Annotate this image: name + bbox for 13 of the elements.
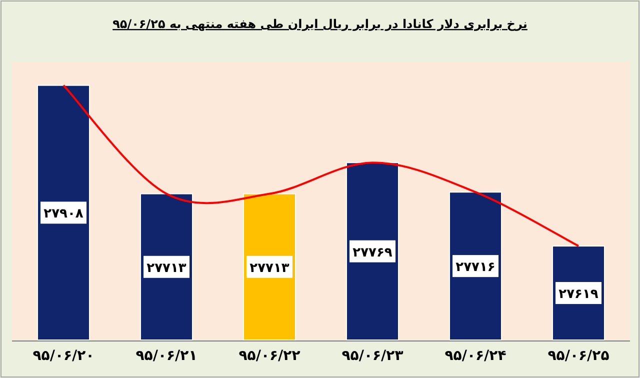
data-label: ۲۷۶۱۹	[558, 287, 598, 302]
data-label: ۲۷۷۱۶	[456, 260, 496, 276]
x-tick: ۹۵/۰۶/۲۵	[548, 348, 610, 364]
x-tick: ۹۵/۰۶/۲۰	[32, 348, 94, 364]
x-tick: ۹۵/۰۶/۲۱	[136, 348, 198, 364]
data-label: ۲۷۹۰۸	[44, 206, 84, 222]
x-tick: ۹۵/۰۶/۲۲	[238, 348, 300, 364]
data-label: ۲۷۷۱۳	[146, 260, 186, 276]
x-tick: ۹۵/۰۶/۲۳	[342, 348, 404, 364]
x-tick: ۹۵/۰۶/۲۴	[444, 348, 506, 364]
data-label: ۲۷۷۱۳	[250, 260, 290, 276]
data-label: ۲۷۷۶۹	[352, 245, 392, 260]
title: نرخ برابری دلار کانادا در برابر ریال ایران طی هفته منتهی به ۹۵/۰۶/۲۵	[112, 17, 528, 31]
